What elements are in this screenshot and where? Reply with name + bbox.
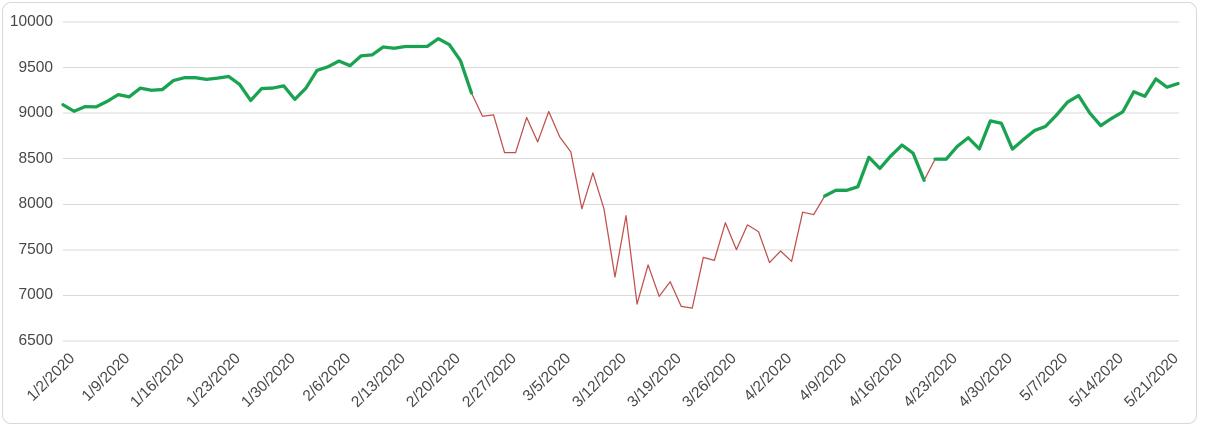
y-axis-tick-label: 8500 (18, 149, 53, 167)
price-line-segment-red (470, 92, 826, 309)
price-line-segment-green (823, 143, 926, 198)
y-axis-tick-label: 7500 (18, 240, 53, 258)
price-line-segment-red (923, 158, 936, 181)
y-axis-tick-label: 9000 (18, 104, 53, 122)
y-axis-tick-label: 10000 (9, 13, 53, 30)
price-line-segment-green (61, 37, 474, 113)
chart-card (2, 2, 1197, 424)
gridlines (63, 21, 1179, 342)
price-line-segment-green (933, 77, 1180, 161)
y-axis-tick-label: 9500 (18, 58, 53, 76)
y-axis-tick-label: 7000 (18, 286, 53, 304)
y-axis-tick-label: 6500 (18, 332, 53, 349)
y-axis-tick-label: 8000 (18, 195, 53, 213)
